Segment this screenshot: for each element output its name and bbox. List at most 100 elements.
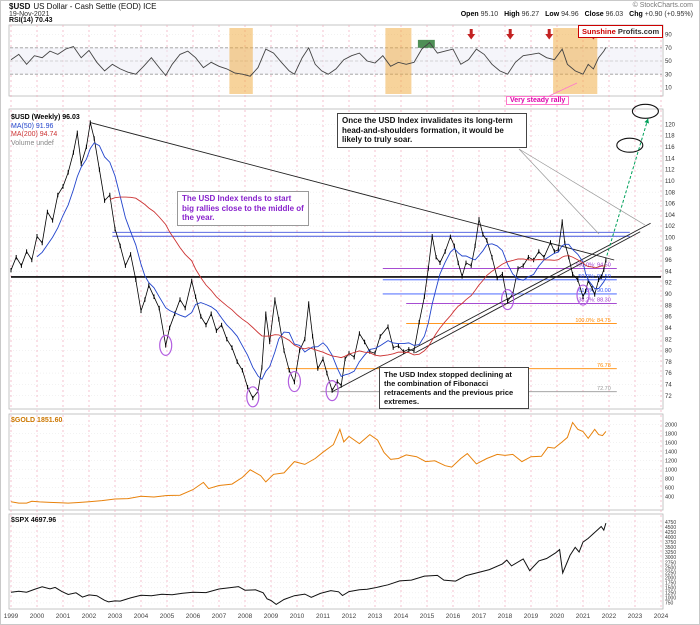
x-axis-label: 2011 — [316, 613, 330, 620]
y-axis-tick: 2000 — [665, 575, 676, 581]
x-axis-label: 2013 — [368, 613, 383, 620]
down-arrow-icon — [545, 29, 554, 40]
y-axis-tick: 4500 — [665, 525, 676, 531]
grid-layer — [8, 24, 664, 610]
annotation-layer — [518, 82, 646, 235]
purple-ellipse — [246, 386, 260, 408]
trendline — [415, 231, 641, 354]
y-axis-tick: 98 — [665, 247, 672, 253]
trendline — [331, 222, 651, 393]
purple-ellipse — [159, 334, 173, 356]
breakout-arrowhead — [644, 118, 650, 124]
y-axis-tick: 114 — [665, 156, 675, 162]
y-axis-tick: 10 — [665, 86, 672, 92]
purple-ellipse — [501, 288, 515, 311]
axis-layer: 90 70 50 30 10 120 118 116 114 112 110 108 106 104 102… — [4, 33, 677, 620]
down-arrow-icon — [467, 29, 476, 40]
y-axis-tick: 112 — [665, 168, 675, 174]
y-axis-tick: 4000 — [665, 535, 676, 541]
y-axis-tick: 800 — [665, 477, 674, 483]
ticker-symbol: $USD — [9, 2, 31, 11]
annotation-connector — [518, 148, 646, 226]
quote-low: Low 94.96 — [545, 11, 579, 18]
usd-legend: $USD (Weekly) 96.03 MA(50) 91.96 MA(200)… — [11, 114, 80, 148]
x-axis-label: 2006 — [186, 613, 201, 620]
copyright: © StockCharts.com — [632, 2, 693, 9]
chart-title-line: $USD US Dollar - Cash Settle (EOD) ICE — [9, 2, 156, 11]
spx-panel — [10, 522, 607, 606]
y-axis-tick: 106 — [665, 202, 676, 208]
purple-ellipse — [576, 284, 590, 306]
x-axis-label: 2002 — [82, 613, 97, 620]
fibonacci-annotation: The USD Index stopped declining at the c… — [379, 367, 529, 409]
annotation-connector — [518, 148, 600, 235]
y-axis-tick: 118 — [665, 134, 675, 140]
x-axis-label: 1999 — [4, 613, 19, 620]
sunshine-domain: Profits.com — [617, 27, 660, 36]
quote-open: Open 95.10 — [460, 11, 499, 18]
y-axis-tick: 50 — [665, 59, 672, 65]
purple-ellipse — [287, 370, 301, 393]
gold-panel — [10, 421, 607, 504]
highlight-rect — [385, 28, 412, 94]
x-axis-label: 2020 — [550, 613, 565, 620]
y-axis-tick: 3750 — [665, 540, 676, 546]
y-axis-tick: 1750 — [665, 580, 676, 586]
ma200-line — [109, 196, 606, 359]
highlight-rect — [553, 28, 598, 94]
gold-line — [10, 421, 607, 504]
x-axis-label: 2022 — [602, 613, 617, 620]
gold-legend: $GOLD 1851.60 — [11, 417, 63, 424]
y-axis-tick: 90 — [665, 292, 672, 298]
x-axis-label: 2023 — [628, 613, 643, 620]
steady-rally-pointer — [548, 82, 578, 97]
usd-panel: 100.0%: 94.50 50.0%: 92.50 61.8%: 90.00 38.… — [10, 103, 661, 408]
fib-label: 38.2%: 88.30 — [578, 298, 610, 304]
y-axis-tick: 2000 — [665, 423, 677, 429]
y-axis-tick: 4750 — [665, 520, 676, 526]
quote-chg: Chg +0.90 (+0.95%) — [629, 11, 693, 18]
header-row-2: 19-Nov-2021 Open 95.10 High 96.27 Low 94.9… — [9, 11, 693, 18]
quote-close: Close 96.03 — [584, 11, 624, 18]
fib-label: 76.78 — [597, 363, 611, 369]
y-axis-tick: 30 — [665, 72, 672, 78]
y-axis-tick: 96 — [665, 258, 672, 264]
x-axis-label: 2005 — [160, 613, 175, 620]
y-axis-tick: 1200 — [665, 459, 677, 465]
y-axis-tick: 108 — [665, 190, 676, 196]
ohlc-quote: Open 95.10 High 96.27 Low 94.96 Close 96.03… — [455, 11, 693, 18]
panel-border — [8, 513, 664, 610]
y-axis-tick: 400 — [665, 495, 674, 501]
y-axis-tick: 86 — [665, 315, 672, 321]
ma200-label: MA(200) 94.74 — [11, 131, 58, 138]
volume-label: Volume undef — [11, 139, 54, 147]
x-axis-label: 2012 — [342, 613, 357, 620]
y-axis-tick: 88 — [665, 303, 672, 309]
y-axis-tick: 600 — [665, 486, 674, 492]
y-axis-tick: 1250 — [665, 591, 676, 597]
y-axis-tick: 74 — [665, 382, 672, 388]
x-axis-label: 2004 — [134, 613, 149, 620]
y-axis-tick: 70 — [665, 46, 672, 52]
rsi-line — [10, 41, 607, 77]
panel-border — [8, 413, 664, 511]
y-axis-tick: 76 — [665, 371, 672, 377]
fib-label: 72.70 — [597, 386, 611, 392]
target-ellipse — [631, 103, 659, 119]
y-axis-tick: 116 — [665, 145, 675, 151]
y-axis-tick: 102 — [665, 224, 676, 230]
x-axis-label: 2017 — [472, 613, 487, 620]
y-axis-tick: 92 — [665, 281, 672, 287]
x-axis-label: 2010 — [290, 613, 305, 620]
y-axis-tick: 1000 — [665, 596, 676, 602]
y-axis-tick: 72 — [665, 394, 672, 400]
fib-label: 61.8%: 90.00 — [578, 288, 610, 294]
sunshine-brand: Sunshine — [582, 27, 616, 36]
fib-label: 50.0%: 92.50 — [578, 274, 610, 280]
fib-label: 100.0%: 94.50 — [575, 263, 610, 269]
quote-high: High 96.27 — [504, 11, 540, 18]
y-axis-tick: 4250 — [665, 530, 676, 536]
x-axis-label: 2003 — [108, 613, 123, 620]
